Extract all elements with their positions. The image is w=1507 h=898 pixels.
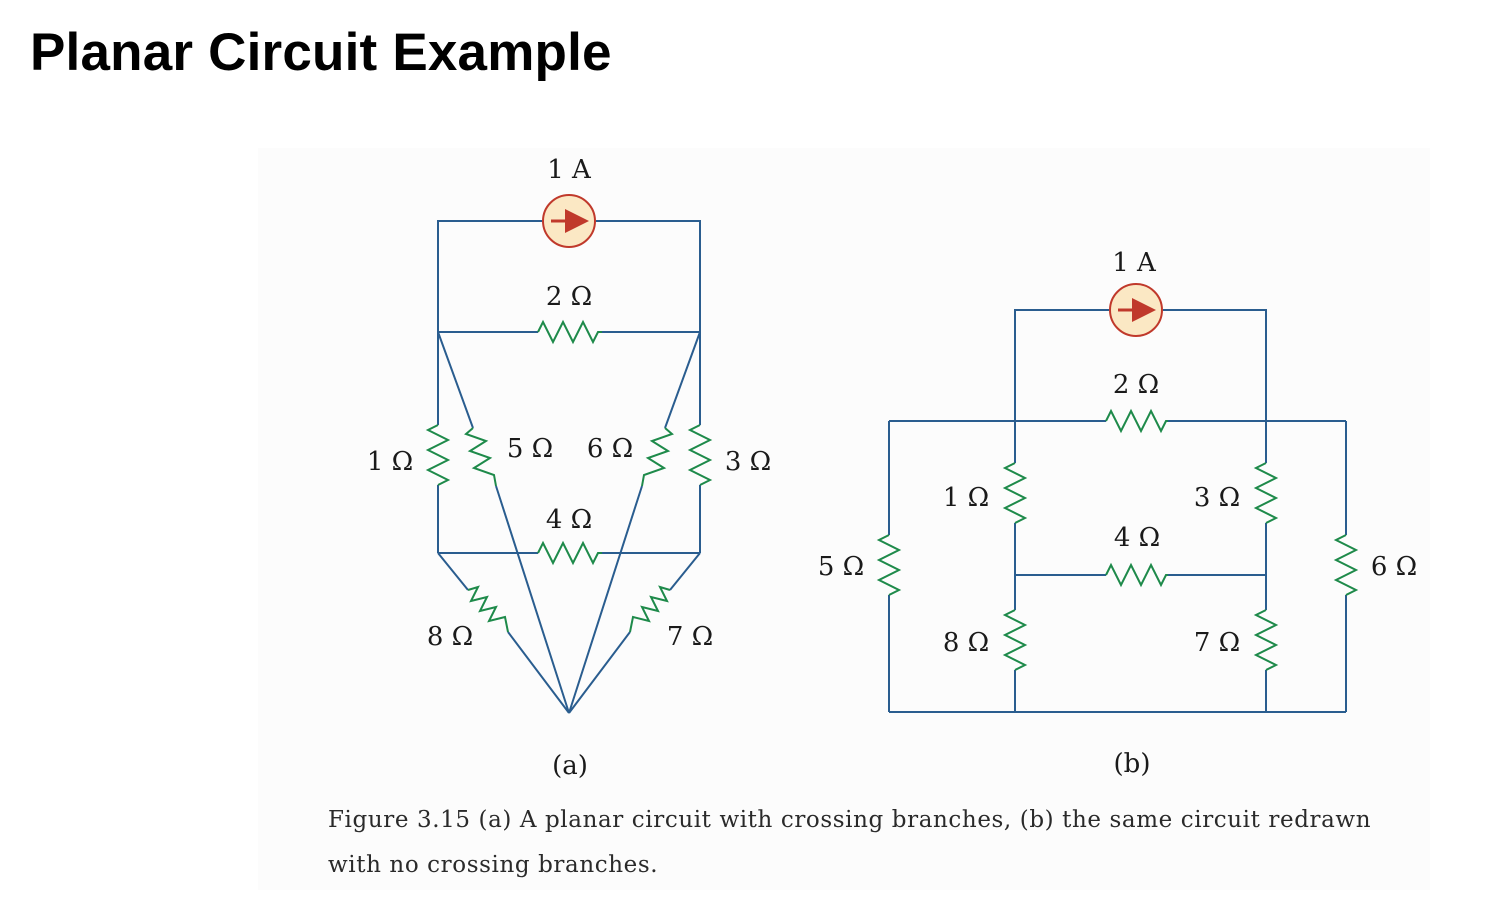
resistor-label-a-8ohm: 8 Ω [427,622,473,652]
figure-caption: Figure 3.15 (a) A planar circuit with cr… [328,807,1372,878]
resistor-a-6ohm [641,427,674,487]
wire-b-source-branch [1014,309,1267,421]
resistor-label-b-5ohm: 5 Ω [818,552,864,582]
resistor-b-8ohm [1002,609,1028,671]
wire-a-5ohm-branch [437,331,570,714]
resistor-label-b-3ohm: 3 Ω [1194,483,1240,513]
figure-a-sublabel: (a) [552,751,588,781]
resistor-a-8ohm [467,585,509,633]
resistor-label-b-1ohm: 1 Ω [943,483,989,513]
resistor-b-2ohm [1105,408,1168,434]
current-source-b [1109,283,1163,337]
figure-a: 1 A 2 Ω 1 Ω 5 Ω 6 Ω 3 Ω 4 Ω 8 Ω 7 Ω (a) [367,155,771,781]
resistor-label-b-6ohm: 6 Ω [1371,552,1417,582]
resistor-a-3ohm [687,424,713,486]
resistor-label-a-2ohm: 2 Ω [546,282,592,312]
resistor-a-2ohm [537,319,602,345]
resistor-b-5ohm [876,534,902,596]
figure-b: 1 A 2 Ω 1 Ω 3 Ω 4 Ω 5 Ω 6 Ω 8 Ω 7 Ω (b) [818,248,1417,779]
resistor-b-7ohm [1253,609,1279,671]
resistor-b-4ohm [1105,562,1168,588]
resistor-b-1ohm [1002,462,1028,524]
resistor-b-3ohm [1253,462,1279,524]
source-label-a: 1 A [547,155,592,185]
current-source-a [542,194,596,248]
resistor-label-b-7ohm: 7 Ω [1194,628,1240,658]
resistor-label-a-4ohm: 4 Ω [546,505,592,535]
resistor-b-6ohm [1333,534,1359,596]
wire-a-8ohm-branch [437,552,570,714]
page-title: Planar Circuit Example [30,23,612,82]
wire-a-7ohm-branch [568,552,701,714]
resistor-label-a-1ohm: 1 Ω [367,447,413,477]
resistor-label-a-3ohm: 3 Ω [725,447,771,477]
resistor-label-a-6ohm: 6 Ω [587,434,633,464]
resistor-label-b-2ohm: 2 Ω [1113,370,1159,400]
source-label-b: 1 A [1112,248,1157,278]
resistor-a-7ohm [629,585,671,633]
resistor-label-a-7ohm: 7 Ω [667,622,713,652]
figure-b-sublabel: (b) [1114,749,1151,779]
figure-panel [258,148,1430,890]
wire-a-source-branch [437,220,701,332]
resistor-label-b-4ohm: 4 Ω [1114,523,1160,553]
resistor-a-1ohm [425,424,451,486]
resistor-a-4ohm [537,540,602,566]
resistor-a-5ohm [464,427,497,487]
resistor-label-b-8ohm: 8 Ω [943,628,989,658]
wire-a-6ohm-branch [568,331,701,714]
resistor-label-a-5ohm: 5 Ω [507,434,553,464]
